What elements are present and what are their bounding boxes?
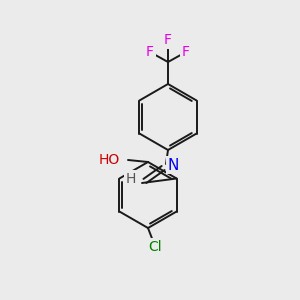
Text: H: H: [126, 172, 136, 186]
Text: N: N: [167, 158, 179, 172]
Text: F: F: [182, 45, 190, 59]
Text: Cl: Cl: [148, 240, 162, 254]
Text: F: F: [164, 33, 172, 47]
Text: F: F: [146, 45, 154, 59]
Text: HO: HO: [99, 153, 120, 167]
